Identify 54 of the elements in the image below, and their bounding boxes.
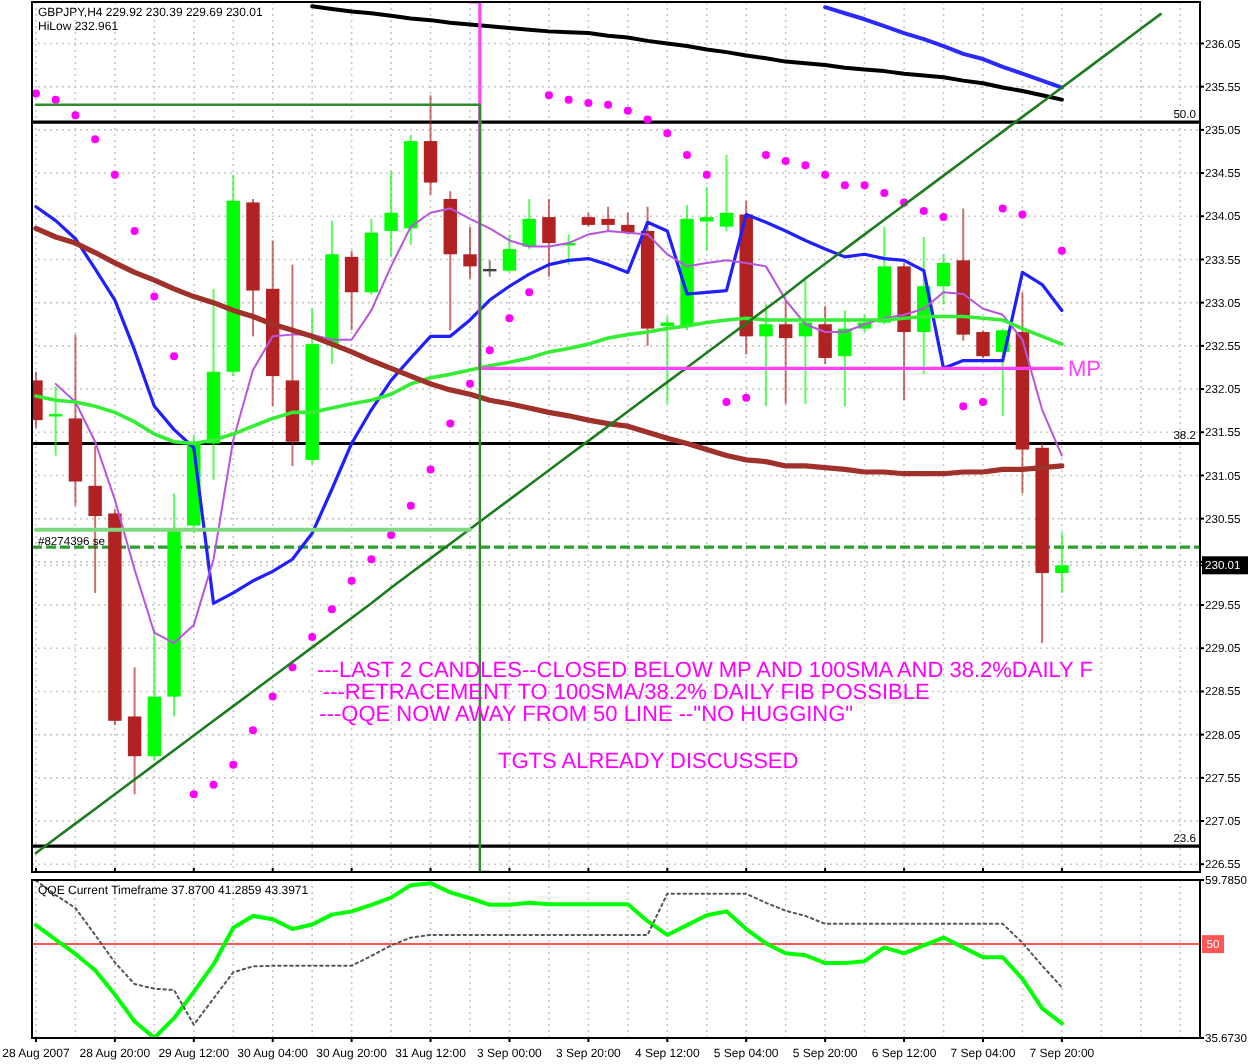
point [327, 605, 336, 614]
point [742, 393, 751, 402]
point [406, 501, 415, 510]
point [485, 346, 494, 355]
point [623, 106, 632, 115]
point [130, 226, 139, 235]
point [525, 288, 534, 297]
point [683, 150, 692, 159]
point [722, 398, 731, 407]
point [426, 465, 435, 474]
point [702, 170, 711, 179]
line-series [33, 225, 1065, 477]
point [939, 213, 948, 222]
series-label: MP [1067, 358, 1101, 383]
point [781, 156, 790, 165]
point [801, 161, 810, 170]
point [643, 115, 652, 124]
point [1057, 246, 1066, 255]
point [821, 170, 830, 179]
line-series [823, 5, 1064, 90]
point [584, 99, 593, 108]
point [544, 91, 553, 100]
point [978, 398, 987, 407]
point [91, 135, 100, 144]
point [367, 555, 376, 564]
point [387, 531, 396, 540]
point [170, 352, 179, 361]
point [998, 204, 1007, 213]
point [347, 576, 356, 585]
point [564, 95, 573, 104]
point [466, 379, 474, 388]
point [150, 292, 159, 301]
point [604, 100, 613, 109]
point [761, 150, 770, 159]
point [860, 181, 869, 190]
point [959, 402, 968, 411]
point [189, 790, 198, 799]
point [505, 314, 514, 323]
point [51, 95, 60, 104]
annotation: TGTS ALREADY DISCUSSED [498, 750, 799, 775]
point [446, 419, 455, 428]
point [268, 692, 277, 701]
point [248, 726, 257, 735]
point [229, 760, 238, 769]
point [663, 129, 672, 138]
point [308, 633, 317, 641]
point [32, 89, 40, 98]
point [919, 207, 928, 216]
point [880, 188, 889, 197]
point [71, 111, 80, 120]
point [1018, 210, 1027, 219]
point [110, 170, 119, 179]
point [209, 780, 218, 789]
point [840, 181, 849, 190]
